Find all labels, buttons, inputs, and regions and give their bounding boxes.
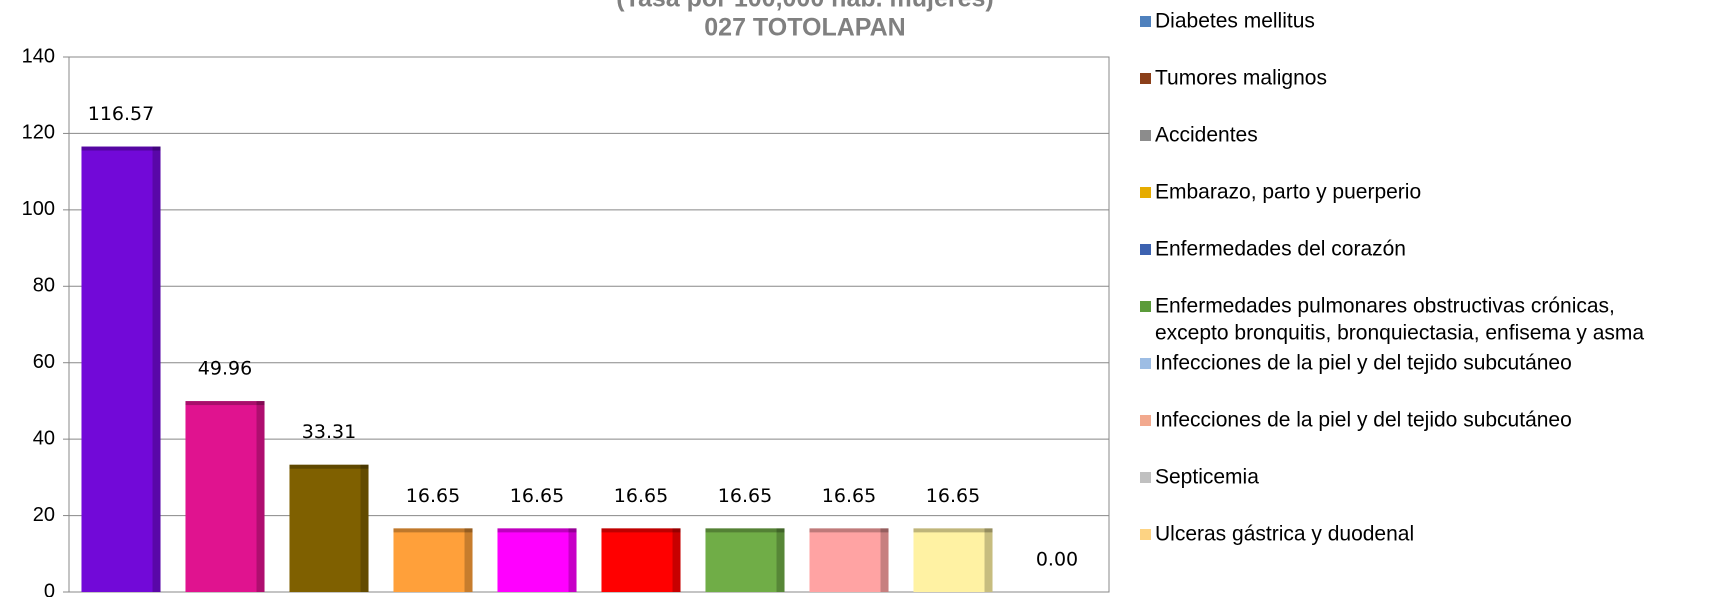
- bar-shade: [256, 401, 265, 592]
- bar-shade: [672, 528, 681, 592]
- data-label: 33.31: [302, 421, 356, 443]
- bar: [601, 528, 681, 592]
- data-label: 16.65: [614, 485, 668, 507]
- data-label: 16.65: [406, 485, 460, 507]
- legend-label: Tumores malignos: [1155, 67, 1327, 90]
- y-tick-label: 140: [22, 45, 55, 67]
- bar-top: [809, 528, 889, 533]
- bar-top: [185, 401, 265, 406]
- legend-label: Infecciones de la piel y del tejido subc…: [1155, 352, 1572, 375]
- chart-title: (Tasa por 100,000 hab. mujeres): [616, 0, 993, 13]
- legend-swatch: [1140, 472, 1151, 483]
- y-tick-label: 100: [22, 198, 55, 220]
- bar: [393, 528, 473, 592]
- bar-top: [705, 528, 785, 533]
- bar: [705, 528, 785, 592]
- bar-shade: [568, 528, 577, 592]
- bar-top: [497, 528, 577, 533]
- legend-label: Diabetes mellitus: [1155, 10, 1315, 33]
- legend-swatch: [1140, 244, 1151, 255]
- bar: [289, 464, 369, 592]
- bar: [497, 528, 577, 592]
- bar: [81, 146, 161, 592]
- legend-swatch: [1140, 301, 1151, 312]
- bar-top: [913, 528, 993, 533]
- y-tick-label: 80: [33, 275, 55, 297]
- bar-shade: [880, 528, 889, 592]
- legend-swatch: [1140, 73, 1151, 84]
- bar-top: [81, 146, 161, 151]
- legend-swatch: [1140, 529, 1151, 540]
- legend-swatch: [1140, 358, 1151, 369]
- y-tick-label: 40: [33, 427, 55, 449]
- legend-swatch: [1140, 415, 1151, 426]
- chart-title: 027 TOTOLAPAN: [704, 14, 905, 42]
- bar-shade: [360, 464, 369, 592]
- y-tick-label: 20: [33, 504, 55, 526]
- legend-label: Embarazo, parto y puerperio: [1155, 181, 1421, 204]
- bar-shade: [152, 146, 161, 592]
- legend-label: Accidentes: [1155, 124, 1258, 147]
- bar-top: [601, 528, 681, 533]
- data-label: 16.65: [926, 485, 980, 507]
- legend-swatch: [1140, 16, 1151, 27]
- legend-label: Ulceras gástrica y duodenal: [1155, 523, 1414, 546]
- bar-top: [393, 528, 473, 533]
- data-label: 16.65: [822, 485, 876, 507]
- bar-shade: [776, 528, 785, 592]
- y-tick-label: 0: [44, 580, 55, 597]
- legend-label: excepto bronquitis, bronquiectasia, enfi…: [1155, 322, 1644, 345]
- data-label: 0.00: [1036, 549, 1078, 571]
- legend-swatch: [1140, 187, 1151, 198]
- data-label: 49.96: [198, 358, 252, 380]
- legend-swatch: [1140, 130, 1151, 141]
- bar-shade: [984, 528, 993, 592]
- y-tick-label: 60: [33, 351, 55, 373]
- legend-label: Enfermedades del corazón: [1155, 238, 1406, 261]
- legend-label: Septicemia: [1155, 466, 1259, 489]
- legend-label: Infecciones de la piel y del tejido subc…: [1155, 409, 1572, 432]
- bar-shade: [464, 528, 473, 592]
- data-label: 116.57: [88, 103, 154, 125]
- legend-label: Enfermedades pulmonares obstructivas cró…: [1155, 295, 1615, 318]
- y-tick-label: 120: [22, 122, 55, 144]
- bar-top: [289, 464, 369, 469]
- bar: [809, 528, 889, 592]
- data-label: 16.65: [510, 485, 564, 507]
- data-label: 16.65: [718, 485, 772, 507]
- bar: [185, 401, 265, 592]
- bar: [913, 528, 993, 592]
